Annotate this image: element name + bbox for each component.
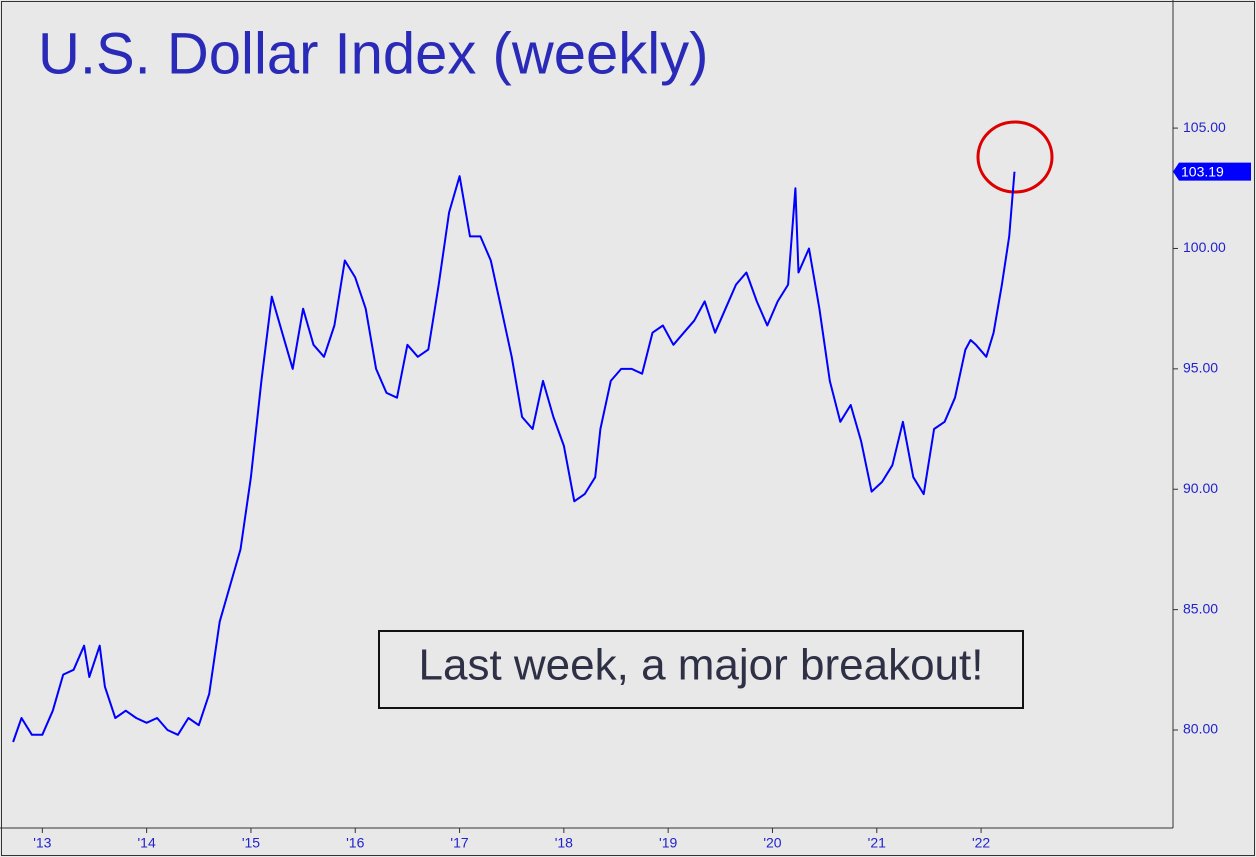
y-tick-label: 100.00: [1183, 239, 1226, 255]
highlight-circle: [976, 120, 1054, 194]
x-tick-label: '20: [763, 835, 781, 851]
y-tick-label: 85.00: [1183, 600, 1218, 616]
annotation-box: [378, 630, 1024, 709]
x-tick-label: '13: [33, 835, 51, 851]
y-tick-label: 105.00: [1183, 119, 1226, 135]
annotation: Last week, a major breakout!: [419, 641, 984, 690]
price-line: [12, 171, 1016, 743]
y-tick-label: 95.00: [1183, 360, 1218, 376]
chart-title: U.S. Dollar Index (weekly): [38, 21, 708, 86]
x-tick-label: '16: [346, 835, 364, 851]
x-tick-label: '21: [868, 835, 886, 851]
last-price-label: 103.19: [1181, 163, 1224, 179]
x-tick-label: '14: [138, 835, 156, 851]
y-tick-label: 80.00: [1183, 721, 1218, 737]
x-tick-label: '18: [555, 835, 573, 851]
y-tick-label: 90.00: [1183, 480, 1218, 496]
x-tick-label: '17: [450, 835, 468, 851]
last-price-tag: [1173, 162, 1251, 181]
x-tick-label: '22: [972, 835, 990, 851]
x-tick-label: '15: [242, 835, 260, 851]
x-tick-label: '19: [659, 835, 677, 851]
